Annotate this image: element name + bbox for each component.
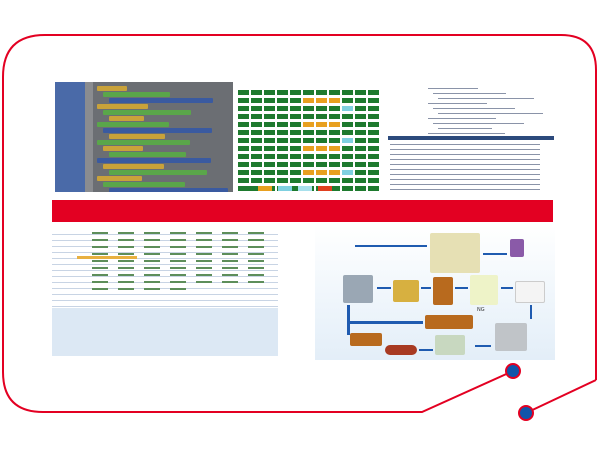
- device-image: [435, 335, 465, 355]
- status-grid-screenshot: [236, 82, 383, 192]
- pass-area-box: [350, 333, 382, 346]
- red-banner: [52, 200, 553, 222]
- code-editor-screenshot: [388, 82, 554, 192]
- inspection-image: [470, 275, 498, 305]
- data-table-screenshot: [52, 228, 278, 356]
- server-image: [430, 233, 480, 273]
- warehouse-flow-diagram: NG: [315, 225, 555, 360]
- cabinet-image: [510, 239, 524, 257]
- ng-area-box: [425, 315, 473, 329]
- ng-label: NG: [477, 307, 485, 313]
- scan-image: [495, 323, 527, 351]
- connector-dot-icon: [505, 363, 521, 379]
- barcode-image: [515, 281, 545, 303]
- forklift-image: [393, 280, 419, 302]
- inbound-complete-badge: [385, 345, 417, 355]
- block-programming-screenshot: [55, 82, 233, 192]
- truck-image: [343, 275, 373, 303]
- storage-box: [433, 277, 453, 305]
- connector-dot-icon: [518, 405, 534, 421]
